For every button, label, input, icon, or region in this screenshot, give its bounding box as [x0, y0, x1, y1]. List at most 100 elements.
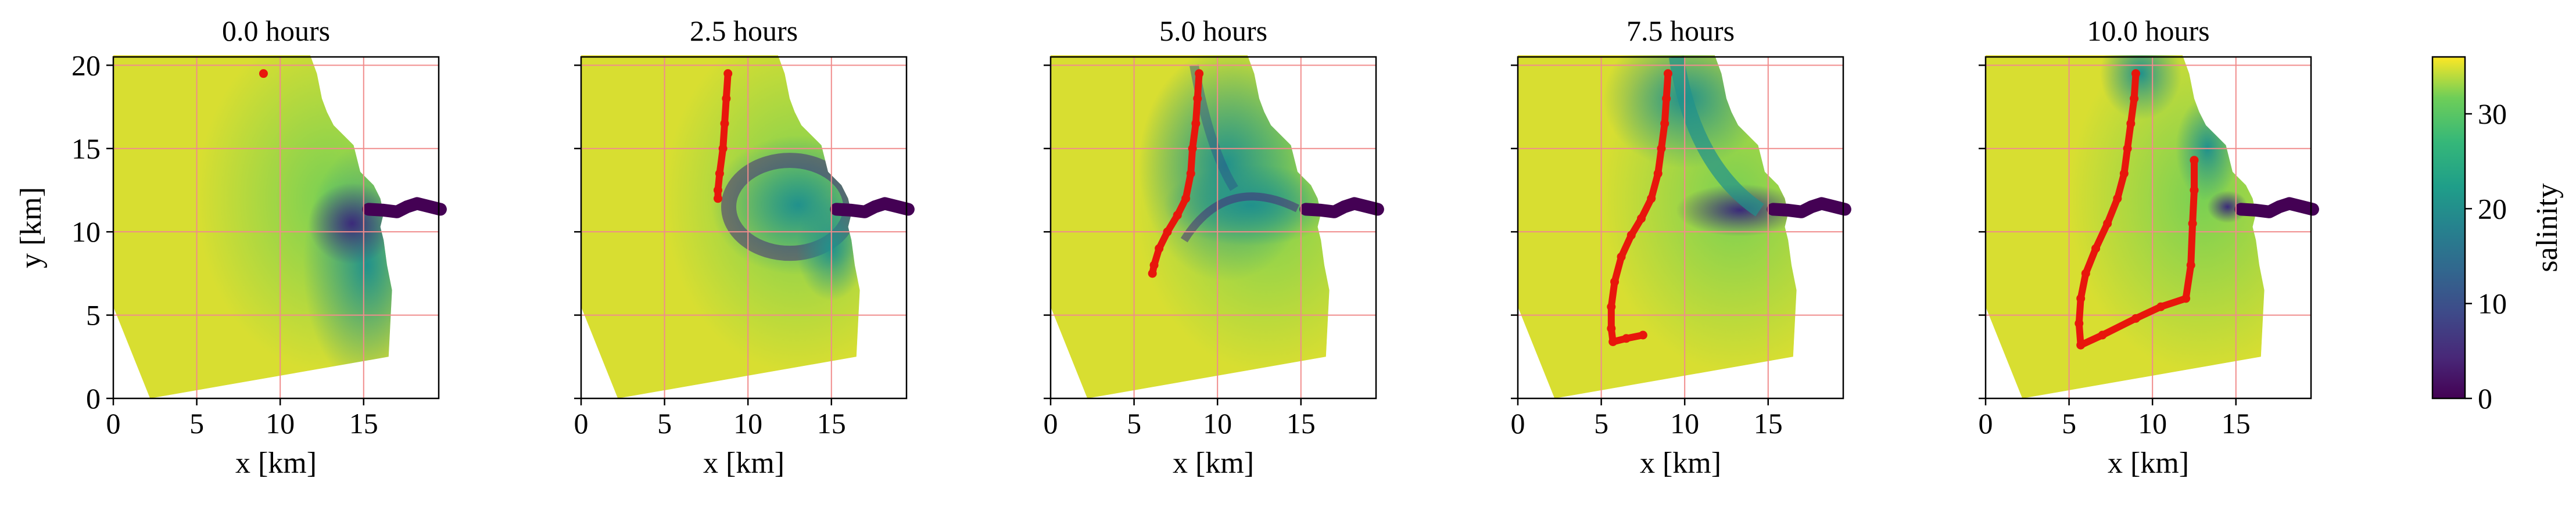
panel-title: 5.0 hours [1159, 15, 1267, 47]
x-tick-label: 10 [1670, 407, 1699, 440]
x-tick-label: 5 [1594, 407, 1608, 440]
tracer-point [723, 69, 733, 78]
tracer-point [2188, 219, 2197, 228]
tracer-point [2123, 144, 2132, 153]
grid-lines [1986, 57, 2311, 398]
colorbar-tick-label: 20 [2478, 192, 2507, 225]
tracer-point [1195, 69, 1204, 78]
tracer-point [1626, 231, 1636, 240]
tracer-point [2103, 219, 2112, 228]
tracer-point [715, 169, 724, 178]
grid-lines [1051, 57, 1376, 398]
x-axis-label: x [km] [703, 447, 784, 480]
x-tick-label: 10 [1203, 407, 1232, 440]
tracer-point [2131, 314, 2140, 323]
colorbar-tick-label: 10 [2478, 287, 2507, 320]
panel-1: 0.0 hours 0 5 10 15 x [km] 0 5 10 15 20 y [km] [15, 15, 447, 480]
panel-3: 5.0 hours 0 5 10 15 x [km] [1044, 15, 1384, 480]
axes-frame [1517, 56, 1844, 400]
x-tick-label: 15 [817, 407, 846, 440]
tracer-point [1660, 119, 1669, 128]
x-axis-label: x [km] [1173, 447, 1254, 480]
salinity-field [113, 55, 392, 399]
colorbar-frame [2431, 56, 2466, 400]
tracer-point [718, 144, 728, 153]
tracer-point [2081, 269, 2090, 278]
x-tick-label: 10 [2138, 407, 2167, 440]
x-tick-label: 15 [1287, 407, 1316, 440]
tracer-point [2190, 156, 2199, 165]
panel-2: 2.5 hours 0 5 10 15 x [km] [574, 15, 915, 480]
river-channel [2234, 197, 2319, 218]
panel-5: 10.0 hours 0 5 10 15 x [km] [1979, 15, 2319, 480]
x-tick-label: 5 [2062, 407, 2076, 440]
panel-4: 7.5 hours 0 5 10 15 x [km] [1511, 15, 1851, 480]
tracer-point [1155, 244, 1164, 253]
tracer-point [1653, 169, 1663, 178]
x-tick-label: 0 [1511, 407, 1525, 440]
tracer-point [713, 185, 722, 195]
x-tick-label: 5 [189, 407, 204, 440]
river-channel [830, 197, 915, 218]
x-tick-label: 10 [266, 407, 295, 440]
colorbar-gradient [2432, 57, 2465, 398]
tracer-point [2113, 194, 2122, 203]
x-tick-label: 15 [349, 407, 378, 440]
colorbar-label: salinity [2531, 183, 2564, 272]
y-axis-label: y [km] [15, 187, 48, 268]
tracer-point [720, 119, 729, 128]
tracer-point [1662, 94, 1671, 103]
x-tick-label: 15 [1754, 407, 1783, 440]
tracer-point [2098, 330, 2107, 340]
x-axis-label: x [km] [1640, 447, 1721, 480]
tracer-point [1663, 69, 1672, 78]
axes-frame [1984, 56, 2312, 400]
x-tick-label: 0 [1979, 407, 1993, 440]
panel-title: 10.0 hours [2087, 15, 2209, 47]
y-tick-label: 15 [71, 132, 101, 165]
tracer-point [1149, 261, 1159, 270]
tracer-point [1607, 302, 1616, 311]
axes-frame [580, 56, 908, 400]
tracer-point [713, 194, 722, 203]
tracer-point [259, 69, 268, 78]
panel-title: 0.0 hours [222, 15, 330, 47]
tracer-point [2130, 94, 2139, 103]
river-channel [1299, 197, 1384, 218]
tracer-point [1637, 214, 1646, 223]
y-tick-label: 20 [71, 49, 101, 81]
colorbar-tick-label: 0 [2478, 382, 2492, 415]
x-axis-label: x [km] [235, 447, 317, 480]
tracer-point [1173, 210, 1182, 220]
grid-lines [113, 57, 439, 398]
tracer-point [2119, 169, 2129, 178]
x-tick-label: 0 [1044, 407, 1058, 440]
tracer-point [722, 94, 731, 103]
grid-lines [581, 57, 907, 398]
tracer-point [1657, 144, 1666, 153]
y-tick-label: 10 [71, 215, 101, 248]
panel-title: 7.5 hours [1626, 15, 1735, 47]
tracer-point [2075, 319, 2084, 328]
river-channel [1767, 197, 1851, 218]
tracer-point [1188, 144, 1197, 153]
tracer-point [2076, 294, 2086, 303]
x-tick-label: 10 [733, 407, 762, 440]
x-tick-label: 15 [2222, 407, 2251, 440]
axes-frame [112, 56, 440, 400]
river-channel [362, 197, 447, 218]
tracer-point [2181, 294, 2191, 303]
tracer-point [2156, 302, 2166, 311]
tracer-point [2091, 244, 2101, 253]
x-tick-label: 5 [657, 407, 672, 440]
tracer-point [1181, 194, 1191, 203]
tracer-point [1607, 324, 1616, 333]
x-tick-label: 0 [574, 407, 589, 440]
colorbar-tick-label: 30 [2478, 98, 2507, 130]
y-tick-label: 0 [86, 382, 101, 415]
panel-title: 2.5 hours [690, 15, 798, 47]
tracer-point [1638, 330, 1647, 340]
axes-frame [1049, 56, 1377, 400]
tracer-point [1622, 334, 1631, 343]
